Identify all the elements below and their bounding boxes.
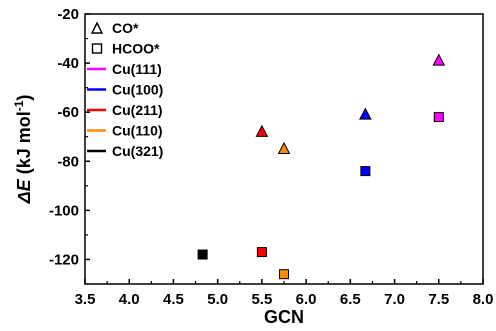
legend-item-triangle: CO* xyxy=(90,20,139,36)
y-axis-title: ΔE (kJ mol-1) xyxy=(12,95,34,205)
legend-label: CO* xyxy=(112,20,139,36)
y-tick-labels: -20 -40 -60 -80 -100 -120 xyxy=(49,6,79,268)
x-tick-label: 7.0 xyxy=(384,291,405,308)
triangle-marker-icon xyxy=(90,21,104,34)
y-tick-label: -120 xyxy=(49,251,79,268)
x-axis-title: GCN xyxy=(264,307,304,327)
legend-label: Cu(110) xyxy=(112,123,163,139)
x-tick-label: 4.5 xyxy=(163,291,184,308)
legend-label: HCOO* xyxy=(112,41,160,57)
legend-item-series: Cu(111) xyxy=(87,61,162,77)
y-tick-label: -40 xyxy=(57,55,79,72)
hcoo-data-point xyxy=(197,249,208,260)
x-tick-label: 4.0 xyxy=(119,291,140,308)
y-tick-label: -20 xyxy=(57,6,79,23)
y-axis-unit-close: ) xyxy=(14,95,34,101)
legend-item-series: Cu(211) xyxy=(87,102,163,118)
legend-item-square: HCOO* xyxy=(91,41,160,57)
legend-item-series: Cu(110) xyxy=(87,123,163,139)
y-tick-label: -100 xyxy=(49,202,79,219)
axis-ticks xyxy=(84,13,484,285)
x-tick-label: 6.0 xyxy=(296,291,317,308)
legend-label: Cu(211) xyxy=(112,102,163,118)
hcoo-data-point xyxy=(256,247,267,258)
hcoo-data-point xyxy=(360,166,371,177)
x-tick-label: 5.0 xyxy=(207,291,228,308)
square-marker-icon xyxy=(91,43,103,54)
x-tick-label: 8.0 xyxy=(473,291,494,308)
co-data-point xyxy=(255,124,269,137)
x-tick-labels: 3.5 4.0 4.5 5.0 5.5 6.0 6.5 7.0 7.5 8.0 xyxy=(75,291,494,308)
legend-label: Cu(321) xyxy=(112,143,163,159)
x-tick-label: 5.5 xyxy=(251,291,272,308)
x-tick-label: 7.5 xyxy=(428,291,449,308)
y-tick-label: -60 xyxy=(57,104,79,121)
legend-item-series: Cu(321) xyxy=(87,143,163,159)
hcoo-data-point xyxy=(433,112,444,123)
data-points xyxy=(197,53,446,280)
co-data-point xyxy=(277,141,291,154)
x-tick-label: 6.5 xyxy=(340,291,361,308)
x-tick-label: 3.5 xyxy=(75,291,96,308)
hcoo-data-point xyxy=(279,269,289,280)
co-data-point xyxy=(359,107,372,120)
legend-item-series: Cu(100) xyxy=(87,82,163,98)
y-axis-unit-exponent: -1 xyxy=(12,100,26,111)
legend-label: Cu(111) xyxy=(112,61,162,77)
co-data-point xyxy=(432,53,446,66)
legend: CO* HCOO* Cu(111) Cu(100) Cu(211) Cu(110) Cu(3… xyxy=(87,20,163,159)
y-axis-unit: (kJ mol xyxy=(14,111,34,174)
y-tick-label: -80 xyxy=(57,153,79,170)
legend-label: Cu(100) xyxy=(112,82,163,98)
y-axis-symbol: ΔE xyxy=(14,178,34,204)
